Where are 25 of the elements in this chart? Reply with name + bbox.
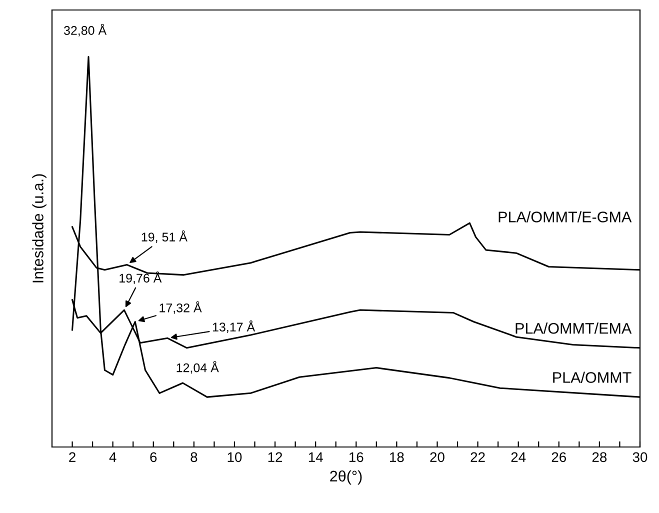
x-tick-label: 24	[511, 452, 526, 462]
x-tick-label: 2	[69, 452, 76, 462]
series-label: PLA/OMMT/EMA	[516, 322, 632, 334]
x-tick-label: 26	[552, 452, 566, 462]
y-axis-title: Intesidade (u.a.)	[32, 174, 46, 282]
x-tick-label: 12	[268, 452, 282, 462]
x-tick-label: 4	[109, 452, 116, 462]
x-tick-label: 14	[308, 452, 323, 462]
x-tick-label: 18	[390, 452, 404, 462]
x-tick-label: 8	[190, 452, 198, 462]
annotation: 13,17 Å	[212, 320, 256, 333]
x-tick-label: 28	[592, 452, 607, 462]
x-tick-label: 6	[150, 452, 157, 462]
x-tick-label: 30	[632, 452, 648, 462]
x-tick-label: 20	[430, 452, 444, 462]
annotation: 17,32 Å	[160, 301, 202, 314]
x-axis-title: 2θ(°)	[330, 470, 362, 485]
series-label: PLA/OMMT/E-GMA	[498, 211, 632, 222]
annotation: 19, 51 Å	[142, 230, 188, 243]
series-label: PLA/OMMT	[553, 372, 632, 383]
x-tick-label: 22	[470, 452, 485, 462]
x-tick-label: 16	[349, 452, 364, 462]
annotation: 12,04 Å	[176, 361, 219, 374]
x-tick-label: 10	[228, 452, 242, 462]
annotation: 32,80 Å	[64, 24, 107, 36]
